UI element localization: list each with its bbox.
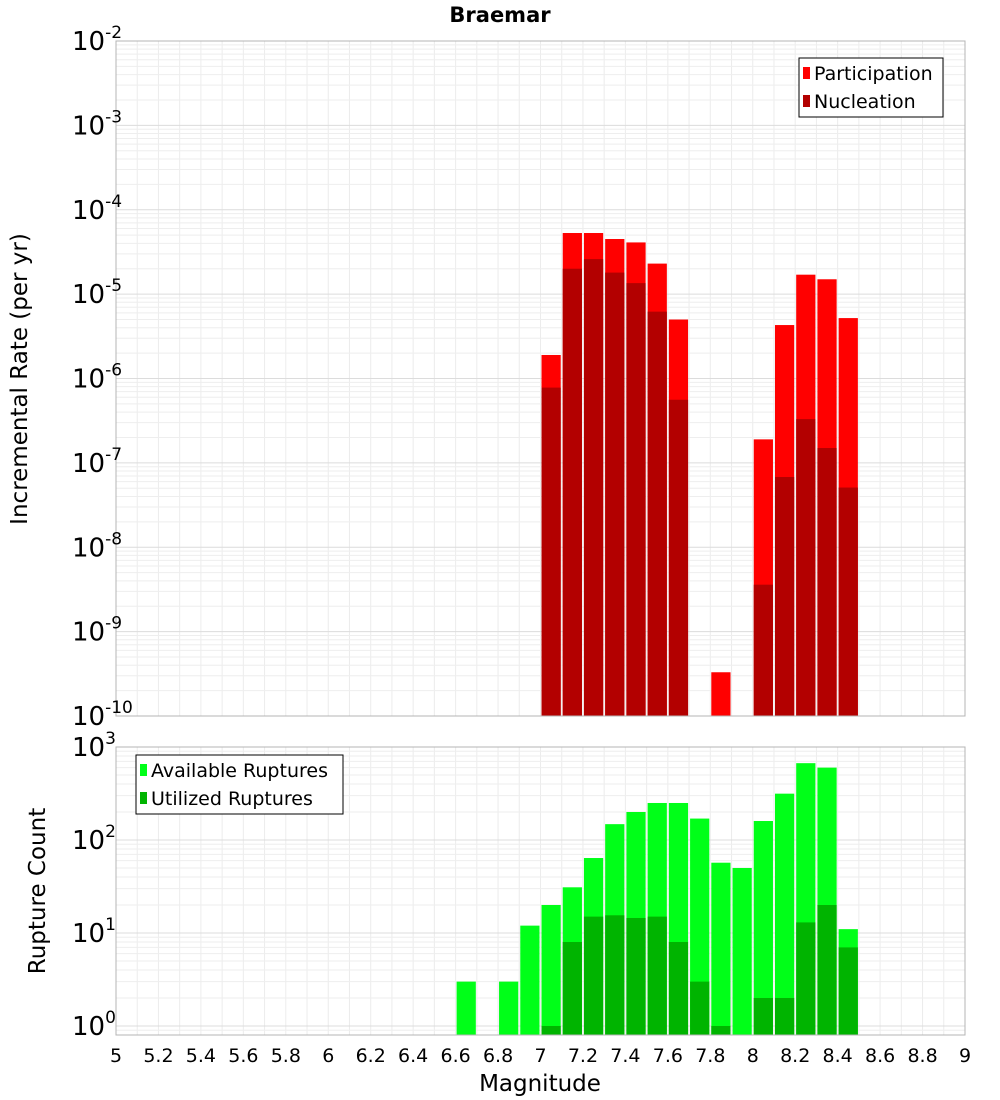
x-tick-label: 7.4: [610, 1045, 640, 1067]
legend-swatch: [140, 764, 147, 776]
legend-swatch: [803, 67, 810, 79]
x-tick-label: 7.8: [695, 1045, 725, 1067]
bar: [647, 916, 667, 1035]
bar: [817, 448, 837, 716]
x-tick-label: 6.6: [440, 1045, 470, 1067]
bar: [711, 1025, 731, 1035]
bar: [583, 916, 604, 1035]
x-tick-label: 5.6: [228, 1045, 258, 1067]
x-axis-label: Magnitude: [479, 1071, 601, 1097]
legend-label: Available Ruptures: [151, 760, 328, 782]
y-tick-labels: 10-10 10-9 10-8 10-7 10-6 10-5 10-4 10-3 10-2: [72, 23, 133, 732]
x-tick-label: 7.6: [653, 1045, 683, 1067]
bar: [796, 419, 816, 716]
bar: [690, 818, 710, 1035]
legend-label: Utilized Ruptures: [151, 788, 313, 810]
x-tick-label: 8: [747, 1045, 759, 1067]
rate-plot: 10-10 10-9 10-8 10-7 10-6 10-5 10-4 10-3 10-2 Par…: [72, 23, 966, 732]
bar: [817, 905, 837, 1035]
x-tick-label: 5.2: [143, 1045, 173, 1067]
y-tick-label: 103: [72, 729, 116, 763]
y-tick-label: 10-2: [72, 23, 122, 57]
y-tick-label: 100: [72, 1008, 116, 1042]
legend: Available Ruptures Utilized Ruptures: [135, 754, 344, 815]
y-tick-label: 102: [72, 822, 116, 856]
y-tick-label: 10-3: [72, 107, 122, 141]
chart-title: Braemar: [449, 3, 551, 27]
bar: [647, 311, 667, 716]
bar: [753, 997, 773, 1035]
bar: [753, 821, 773, 1035]
plot-frame: [115, 746, 966, 1036]
bar: [838, 947, 858, 1035]
y-tick-label: 10-8: [72, 529, 122, 563]
bar: [774, 793, 795, 1035]
y-tick-label: 10-5: [72, 276, 122, 310]
bar: [668, 399, 689, 716]
bar: [541, 387, 561, 716]
series-utilized-ruptures: [541, 905, 858, 1035]
bar: [668, 942, 689, 1035]
y-tick-label: 101: [72, 915, 116, 949]
y-tick-label: 10-10: [72, 698, 133, 732]
bar: [499, 981, 519, 1035]
legend-box: [798, 57, 944, 118]
x-tick-labels: 5 5.2 5.4 5.6 5.8 6 6.2 6.4 6.6 6.8 7 7.2 7.4 7.6 7.8 8…: [110, 1045, 971, 1067]
y-tick-label: 10-9: [72, 614, 122, 648]
plot-frame: [115, 40, 966, 717]
x-tick-label: 8.6: [865, 1045, 895, 1067]
legend-box: [135, 754, 344, 815]
bar: [838, 487, 858, 716]
series-nucleation: [541, 259, 858, 716]
bar: [583, 259, 604, 716]
bar: [711, 862, 731, 1035]
bar: [753, 584, 773, 716]
legend-label: Participation: [814, 63, 933, 85]
grid: [115, 41, 966, 717]
bar: [626, 917, 646, 1035]
x-tick-label: 5.4: [186, 1045, 216, 1067]
bar: [796, 922, 816, 1035]
x-tick-label: 6.8: [483, 1045, 513, 1067]
bar: [520, 925, 540, 1035]
top-y-axis-label: Incremental Rate (per yr): [7, 233, 33, 525]
bar: [711, 672, 731, 716]
legend-label: Nucleation: [814, 91, 916, 113]
bar: [562, 268, 582, 716]
bar: [732, 867, 752, 1035]
bar: [605, 272, 625, 716]
x-tick-label: 8.4: [823, 1045, 853, 1067]
bar: [562, 942, 582, 1035]
bottom-y-axis-label: Rupture Count: [25, 808, 51, 974]
bar: [541, 905, 561, 1035]
x-tick-label: 9: [959, 1045, 971, 1067]
bar: [690, 981, 710, 1035]
y-tick-label: 10-7: [72, 445, 122, 479]
bar: [774, 997, 795, 1035]
x-tick-label: 6.2: [356, 1045, 386, 1067]
x-tick-label: 8.8: [907, 1045, 937, 1067]
y-tick-label: 10-6: [72, 361, 122, 395]
x-tick-label: 7: [534, 1045, 546, 1067]
x-tick-label: 6.4: [398, 1045, 428, 1067]
legend-swatch: [140, 792, 147, 804]
legend: Participation Nucleation: [798, 57, 944, 118]
bar: [774, 477, 795, 716]
bar: [541, 1025, 561, 1035]
legend-swatch: [803, 95, 810, 107]
bar: [626, 283, 646, 716]
x-tick-label: 5.8: [271, 1045, 301, 1067]
y-tick-label: 10-4: [72, 192, 122, 226]
bar: [456, 981, 476, 1035]
y-tick-labels: 100 101 102 103: [72, 729, 116, 1042]
x-tick-label: 8.2: [780, 1045, 810, 1067]
bar: [605, 915, 625, 1035]
x-tick-label: 6: [322, 1045, 334, 1067]
x-tick-label: 7.2: [568, 1045, 598, 1067]
x-tick-label: 5: [110, 1045, 122, 1067]
